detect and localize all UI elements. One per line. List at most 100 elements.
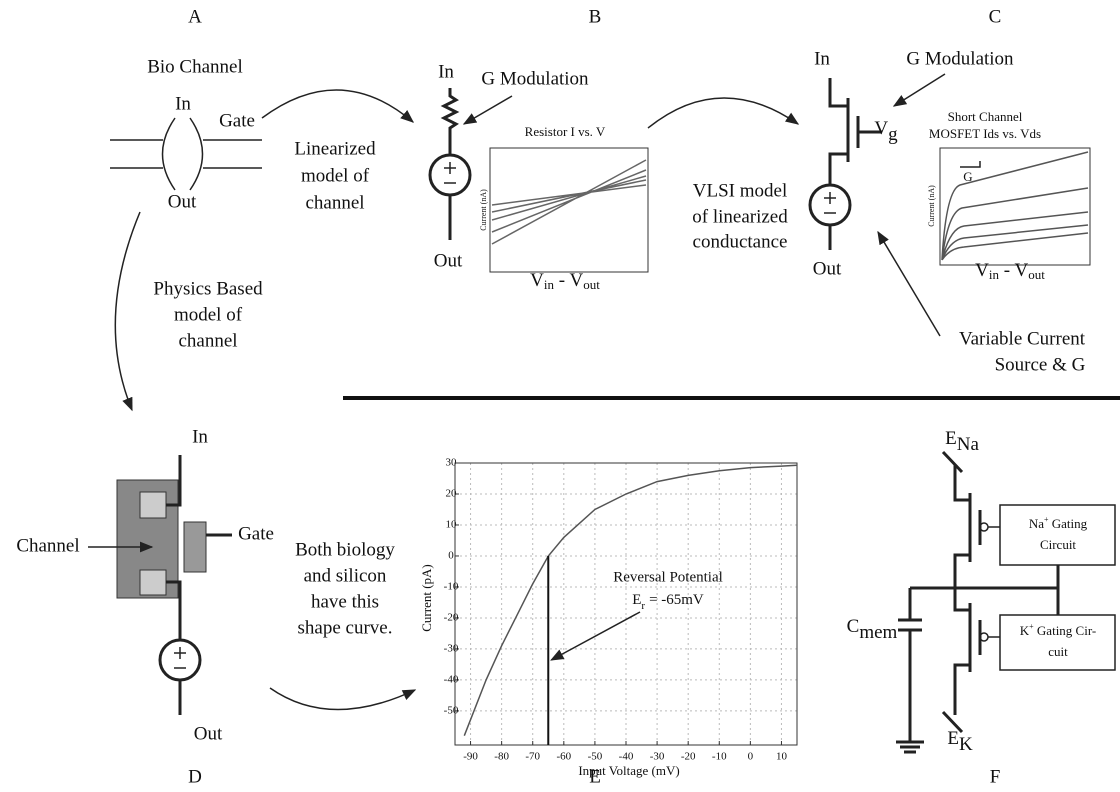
plot-xlabel: Vin - Vout (530, 270, 600, 292)
gate-block (183, 521, 207, 573)
label: channel (305, 192, 364, 213)
y-tick-label: -30 (444, 642, 459, 654)
arrow (892, 73, 946, 107)
sub: g (888, 124, 898, 145)
panel-letter: A (188, 6, 202, 27)
label: Out (813, 258, 842, 279)
panel-f: ENa EK Cmem Na+ Gating Circuit K+ Gating… (847, 428, 1116, 755)
label: Physics Based (153, 278, 263, 299)
panel-letter: E (589, 766, 601, 787)
circuit (896, 450, 1060, 754)
label: In (814, 48, 830, 69)
arrow-ab-text: Linearized model of channel (294, 138, 376, 213)
label: Linearized (294, 138, 376, 159)
label: In (175, 93, 191, 114)
mid: - V (554, 270, 583, 291)
label: In (438, 61, 454, 82)
label: shape curve. (298, 617, 393, 638)
y-tick-label: -50 (444, 704, 459, 716)
label: In (192, 426, 208, 447)
panel-letters: A B C D E F (188, 6, 1001, 787)
arrow-bc-text: VLSI model of linearized conductance (692, 180, 788, 252)
panel-letter: D (188, 766, 202, 787)
title: Bio Channel (147, 56, 243, 77)
source-sign (444, 162, 456, 184)
label: G Modulation (906, 48, 1014, 69)
label: have this (311, 591, 379, 612)
v: E (947, 728, 959, 749)
plot-title: MOSFET Ids vs. Vds (929, 126, 1041, 141)
gate-label: Vg (874, 118, 898, 145)
gating-box (999, 504, 1116, 566)
plot-frame (489, 147, 649, 273)
wires (166, 455, 232, 715)
x-axis-label: Input Voltage (mV) (578, 763, 679, 778)
annotation: Reversal Potential (613, 569, 723, 585)
y-tick-label: 30 (446, 457, 458, 469)
label: and silicon (304, 565, 387, 586)
label: Gate (238, 523, 274, 544)
x-tick-label: 10 (776, 751, 788, 763)
arrow (647, 97, 800, 129)
arrow (261, 89, 415, 123)
plot-curves (491, 159, 647, 245)
plot-xlabel: Vin - Vout (975, 260, 1045, 282)
terminal (139, 491, 167, 519)
label: ENa (945, 428, 979, 455)
sup: + (1044, 515, 1049, 524)
y-tick-label: 10 (446, 519, 458, 531)
plot-frame (454, 462, 798, 746)
y-axis-label: Current (pA) (419, 564, 434, 632)
label: channel (178, 330, 237, 351)
ion: K (1020, 623, 1030, 638)
sub: out (1028, 267, 1045, 282)
panel-letter: F (990, 766, 1001, 787)
source (158, 638, 202, 682)
panel-letter: C (989, 6, 1002, 27)
v: V (874, 118, 888, 139)
annotation: Er = -65mV (632, 592, 704, 611)
plot-frame (939, 147, 1091, 266)
v: V (975, 260, 989, 281)
label: EK (947, 728, 973, 755)
arrow-de-text: Both biology and silicon have this shape… (295, 539, 395, 638)
label: Source & G (995, 354, 1086, 375)
label: of linearized (692, 206, 788, 227)
arrow (877, 230, 941, 337)
chart: Input Voltage (mV) Current (pA) -90 -80 -7… (419, 457, 798, 778)
panel-d: In Gate Channel Out (16, 426, 274, 744)
x-tick-label: -40 (619, 751, 634, 763)
arrow (269, 687, 417, 711)
transistor (828, 78, 882, 250)
sub: Na (957, 434, 980, 455)
panel-a: Bio Channel In Gate Out (110, 56, 262, 212)
rest: Gating Cir- (1034, 623, 1097, 638)
x-tick-label: -30 (650, 751, 665, 763)
source-sign (174, 647, 186, 669)
label: Variable Current (959, 328, 1086, 349)
label: Channel (16, 535, 79, 556)
label: Both biology (295, 539, 395, 560)
label: Out (434, 250, 463, 271)
panel-letter: B (589, 6, 602, 27)
wires (988, 526, 1000, 638)
arrow-ad-text: Physics Based model of channel (153, 278, 263, 351)
sub: mem (859, 622, 897, 643)
annotation-arrow (550, 611, 641, 661)
y-tick-label: -20 (444, 611, 459, 623)
box-text: Na+ Gating (1029, 515, 1088, 531)
label: Out (194, 723, 223, 744)
rest: Gating (1049, 516, 1088, 531)
label: VLSI model (693, 180, 787, 201)
ion: Na (1029, 516, 1044, 531)
x-tick-label: -20 (681, 751, 696, 763)
label: Cmem (847, 616, 898, 643)
x-tick-label: -60 (556, 751, 571, 763)
channel-shape (110, 117, 262, 191)
symbol: E (632, 592, 641, 608)
source (428, 153, 472, 197)
y-tick-label: -40 (444, 673, 459, 685)
plot-ylabel: Current (nA) (927, 185, 936, 227)
plot-g: G (963, 169, 972, 184)
